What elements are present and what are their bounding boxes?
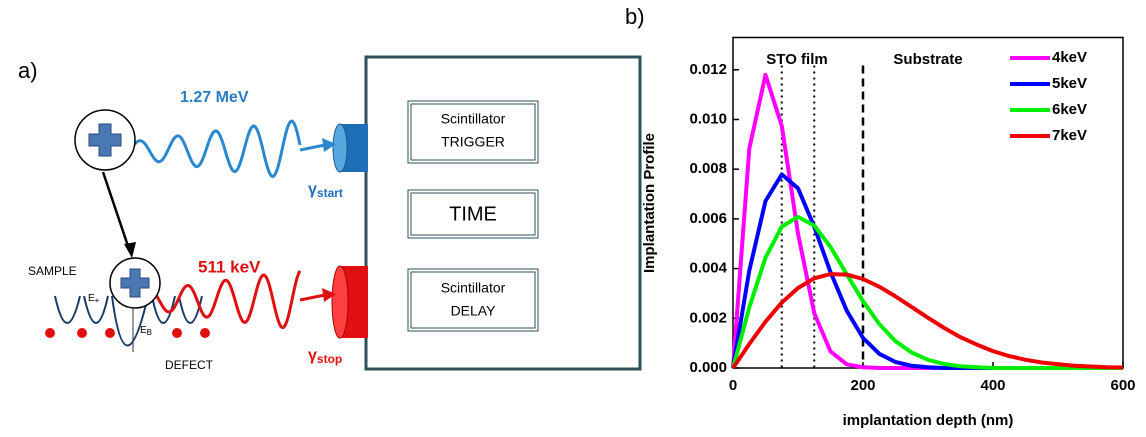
y-tick-label: 0.012 (689, 61, 727, 78)
plus (120, 268, 150, 298)
plus (88, 123, 122, 157)
wave (128, 119, 302, 178)
e-symbol: E (88, 293, 95, 304)
energy-label: 511 keV (198, 257, 261, 276)
atoms (45, 328, 210, 338)
y-axis-label: Implantation Profile (641, 133, 658, 273)
x-tick-label: 0 (729, 377, 737, 394)
e-subscript: + (95, 296, 100, 305)
annotation: Substrate (893, 51, 962, 68)
x-tick-label: 200 (850, 377, 875, 394)
chart: b) implantation depth (nm) Implantation … (625, 4, 1136, 429)
delay-box (407, 268, 539, 332)
wave (138, 270, 302, 330)
wave-arrowhead (322, 288, 336, 302)
gamma-symbol: γ (308, 347, 317, 364)
stop-detector-face (331, 265, 349, 339)
delay-box-inner (410, 271, 536, 329)
trigger-label: Scintillator (441, 111, 506, 127)
gamma-symbol: γ (308, 181, 317, 198)
trigger-box (407, 100, 539, 164)
arrow (101, 171, 132, 253)
potential-wells (54, 295, 203, 347)
y-tick-label: 0.008 (689, 160, 727, 177)
legend-label: 5keV (1052, 75, 1087, 92)
gamma-subscript: stop (317, 352, 342, 366)
delay-label: Scintillator (441, 280, 506, 296)
series-line (731, 272, 1124, 370)
sample-label: SAMPLE (28, 264, 77, 278)
waves (128, 119, 336, 330)
x-tick-label: 400 (980, 377, 1005, 394)
gamma-stop: γstop (308, 347, 342, 366)
trigger-box-inner (410, 103, 536, 161)
e-b: EB (140, 325, 152, 337)
diagram: a) Scintillator TRIGGER TIME Scintillato… (18, 55, 642, 372)
series-line (731, 214, 1123, 370)
gamma-subscript: start (317, 186, 343, 200)
x-tick-label: 600 (1110, 377, 1135, 394)
start-detector-face (332, 123, 348, 173)
delay-label: DELAY (451, 303, 497, 319)
y-tick-label: 0.002 (689, 309, 727, 326)
panel-label: a) (18, 58, 38, 83)
wave-arrowhead (322, 138, 336, 152)
y-tick-label: 0.010 (689, 110, 727, 127)
e-subscript: B (147, 328, 152, 337)
trigger-label: TRIGGER (441, 134, 505, 150)
time-box-inner (410, 192, 536, 236)
x-axis-label: implantation depth (nm) (843, 412, 1014, 429)
y-tick-label: 0.004 (689, 260, 727, 277)
y-tick-label: 0.006 (689, 210, 727, 227)
legend-label: 6keV (1052, 101, 1087, 118)
e-symbol: E (140, 325, 147, 336)
y-tick-label: 0.000 (689, 359, 727, 376)
energy-label: 1.27 MeV (180, 89, 249, 106)
time-label: TIME (449, 203, 497, 225)
panel-label: b) (625, 4, 645, 29)
time-box (407, 189, 539, 239)
annotation: STO film (766, 51, 827, 68)
legend-label: 7keV (1052, 127, 1087, 144)
detector-box (364, 55, 642, 371)
legend-label: 4keV (1052, 49, 1087, 66)
gamma-start: γstart (308, 181, 343, 200)
arrowhead (124, 242, 136, 258)
defect-label: DEFECT (165, 358, 214, 372)
e-plus: E+ (88, 293, 100, 305)
